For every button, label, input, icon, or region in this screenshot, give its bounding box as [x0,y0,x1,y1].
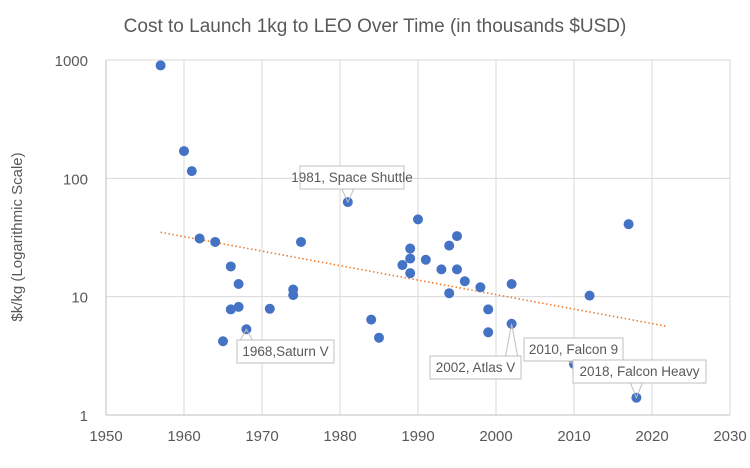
annotation-leader-line [341,188,355,204]
x-tick-label: 2010 [557,428,590,445]
annotation-box [572,359,707,384]
data-point [218,336,228,347]
x-tick-label: 1990 [401,428,434,445]
data-point [296,236,306,247]
x-tick-label: 1970 [245,428,278,445]
data-point [366,314,377,325]
data-point [452,231,462,242]
data-point [444,240,455,251]
annotation-leader-line [505,323,519,357]
data-point [475,282,486,293]
data-point [194,233,205,244]
data-point [397,260,408,271]
data-point [420,254,431,265]
data-point [186,166,197,177]
data-point [405,268,416,279]
x-tick-label: 2000 [479,428,512,445]
annotation-box [236,339,335,364]
data-point [452,264,462,275]
data-point [506,278,517,289]
x-tick-label: 1980 [323,428,356,445]
data-point [233,278,244,289]
annotation-box [299,165,405,190]
data-point [413,214,423,225]
data-point [483,304,494,315]
data-point [374,332,384,343]
x-tick-label: 1950 [89,428,122,445]
data-point [405,243,416,254]
data-point [405,253,416,264]
annotation-box [429,355,522,380]
annotation-label: 2010, Falcon 9 [529,342,618,357]
y-tick-label: 1000 [55,53,88,70]
data-point [225,261,236,272]
data-point [436,264,447,275]
x-tick-label: 2020 [635,428,668,445]
data-point [264,303,275,314]
data-point [179,146,189,157]
data-point [233,301,244,312]
annotation-label: 2018, Falcon Heavy [579,364,699,379]
data-point [210,236,221,247]
data-point [444,288,455,299]
x-tick-label: 2030 [713,428,746,445]
annotation-label: 1968,Saturn V [242,344,328,359]
annotation-leader-line [239,328,253,341]
y-axis-label: $k/kg (Logarithmic Scale) [9,152,26,321]
annotation-leader-line [629,382,643,400]
x-tick-label: 1960 [167,428,200,445]
data-point [623,219,634,230]
data-point [459,276,470,287]
data-point [288,290,299,301]
y-tick-label: 10 [71,290,88,307]
y-tick-label: 100 [63,171,88,188]
annotation-label: 1981, Space Shuttle [291,170,413,185]
data-point [155,60,166,71]
chart-title: Cost to Launch 1kg to LEO Over Time (in … [124,16,627,37]
data-point [225,304,236,315]
annotation-label: 2002, Atlas V [436,360,516,375]
data-point [483,327,494,338]
y-tick-label: 1 [80,408,88,425]
data-point [584,290,595,301]
